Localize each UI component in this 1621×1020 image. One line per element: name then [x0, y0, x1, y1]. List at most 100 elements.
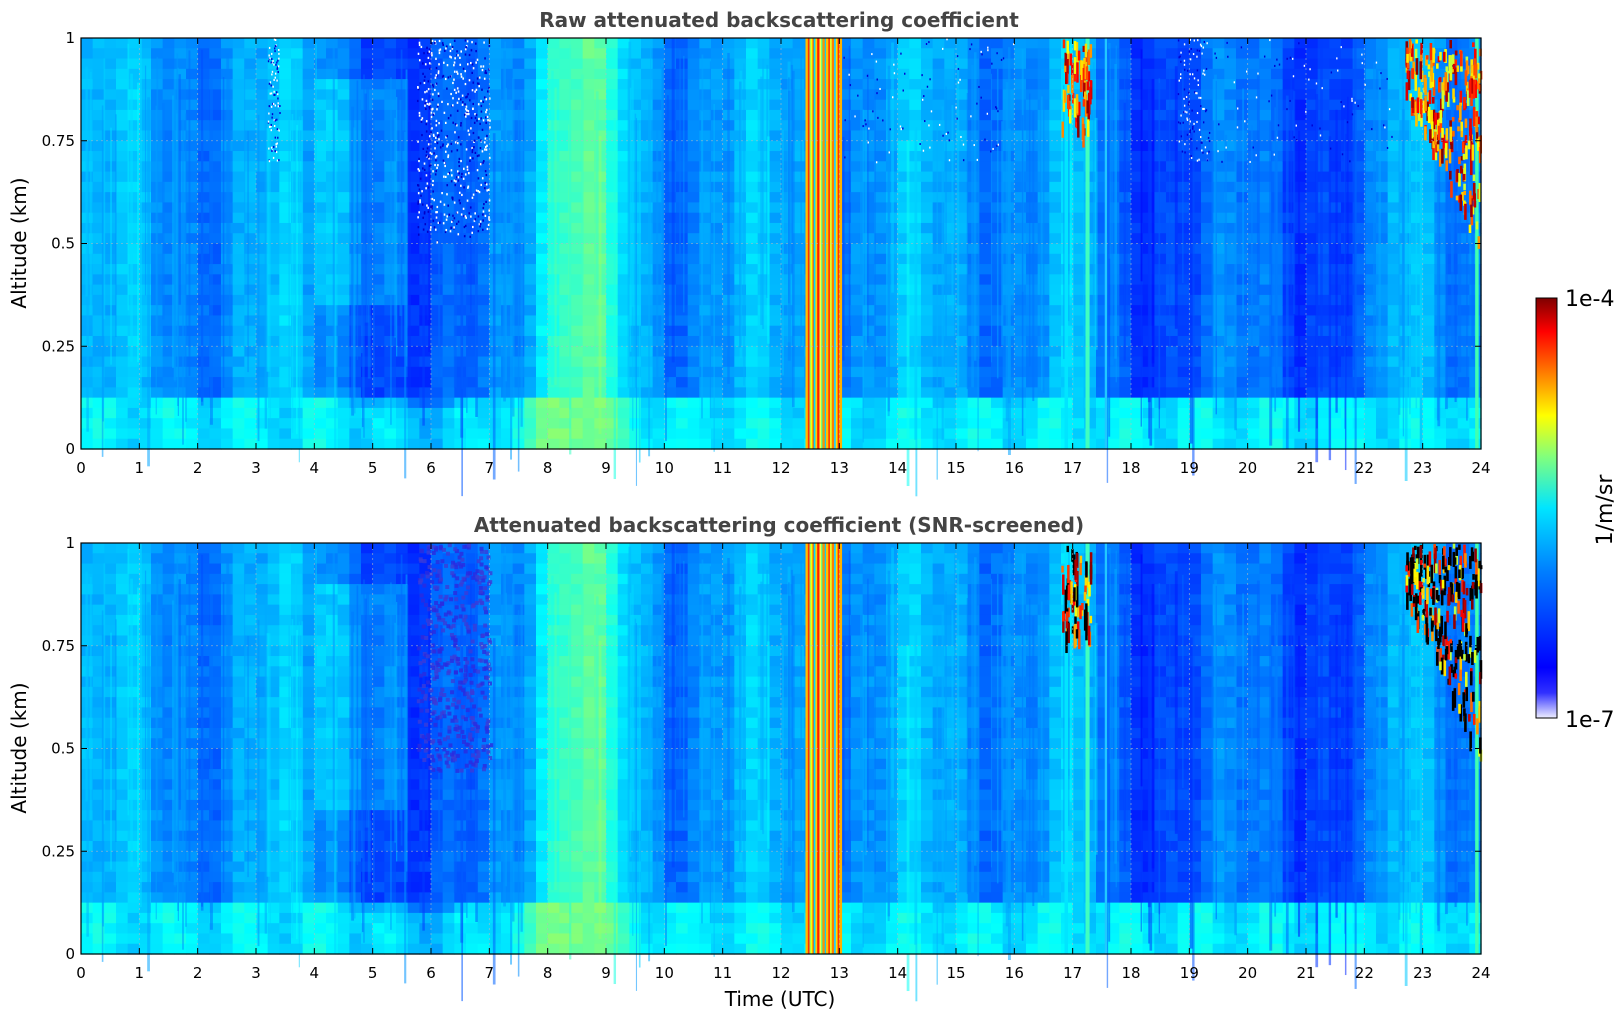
heatmap-cell	[197, 58, 210, 70]
heatmap-cell	[862, 315, 875, 327]
heatmap-cell	[746, 161, 759, 173]
heatmap-cell	[221, 274, 234, 286]
heatmap-cell	[454, 438, 467, 450]
heatmap-cell	[641, 284, 654, 296]
heatmap-cell	[1014, 366, 1027, 378]
heatmap-cell	[1317, 202, 1330, 214]
heatmap-cell	[524, 397, 537, 409]
heatmap-cell	[944, 335, 957, 347]
heatmap-cell	[267, 212, 280, 224]
heatmap-cell	[1434, 377, 1447, 388]
heatmap-cell	[442, 99, 455, 111]
heatmap-cell	[1177, 140, 1190, 152]
heatmap-cell	[874, 130, 887, 142]
heatmap-cell	[979, 407, 992, 419]
heatmap-cell	[197, 335, 210, 347]
heatmap-cell	[372, 284, 385, 296]
heatmap-cell	[197, 192, 210, 204]
heatmap-cell	[652, 356, 665, 368]
heatmap-cell	[886, 325, 899, 337]
heatmap-cell	[1212, 109, 1225, 121]
heatmap-cell	[1107, 151, 1120, 162]
heatmap-streak	[760, 76, 763, 326]
heatmap-cell	[314, 38, 327, 49]
heatmap-cell	[1317, 120, 1330, 132]
heatmap-cell	[1376, 233, 1389, 245]
heatmap-cell	[1236, 418, 1249, 430]
heatmap-cell	[1236, 294, 1249, 306]
heatmap-cell	[1411, 284, 1424, 296]
heatmap-cell	[431, 233, 444, 245]
heatmap-cell	[932, 356, 945, 368]
heatmap-cell	[991, 438, 1004, 450]
heatmap-cell	[1352, 284, 1365, 296]
heatmap-cell	[1446, 366, 1459, 378]
heatmap-cell	[197, 253, 210, 265]
heatmap-streak	[1344, 133, 1347, 471]
heatmap-cell	[547, 253, 560, 265]
heatmap-cell	[1096, 377, 1109, 388]
heatmap-cell	[1329, 79, 1342, 90]
heatmap-cell	[687, 222, 700, 234]
heatmap-cell	[1317, 274, 1330, 286]
heatmap-cell	[746, 151, 759, 162]
heatmap-cell	[1107, 68, 1120, 80]
heatmap-cell	[326, 253, 339, 265]
heatmap-cell	[1247, 233, 1260, 245]
heatmap-cell	[1364, 109, 1377, 121]
heatmap-cell	[1154, 202, 1167, 214]
heatmap-cell	[116, 233, 129, 245]
heatmap-cell	[1224, 233, 1237, 245]
heatmap-cell	[781, 212, 794, 224]
heatmap-cell	[711, 38, 724, 49]
heatmap-cell	[1224, 335, 1237, 347]
heatmap-cell	[1317, 99, 1330, 111]
heatmap-cell	[1189, 58, 1202, 70]
heatmap-cell	[466, 151, 479, 162]
heatmap-cell	[606, 233, 619, 245]
heatmap-cell	[652, 428, 665, 440]
heatmap-cell	[466, 161, 479, 173]
heatmap-cell	[874, 99, 887, 111]
heatmap-cell	[419, 38, 432, 49]
heatmap-cell	[174, 418, 187, 430]
heatmap-cell	[127, 284, 140, 296]
heatmap-cell	[337, 418, 350, 430]
heatmap-cell	[536, 99, 549, 111]
heatmap-cell	[617, 120, 630, 132]
heatmap-cell	[314, 418, 327, 430]
heatmap-cell	[1306, 212, 1319, 224]
heatmap-cell	[174, 315, 187, 327]
heatmap-cell	[221, 428, 234, 440]
heatmap-cell	[477, 253, 490, 265]
heatmap-cell	[524, 48, 537, 60]
heatmap-cell	[1014, 212, 1027, 224]
heatmap-cell	[232, 243, 245, 255]
heatmap-cell	[571, 264, 584, 275]
heatmap-cell	[1411, 202, 1424, 214]
heatmap-cell	[1084, 243, 1097, 255]
heatmap-cell	[641, 243, 654, 255]
heatmap-cell	[1259, 366, 1272, 378]
heatmap-cell	[687, 38, 700, 49]
heatmap-cell	[944, 377, 957, 388]
heatmap-cell	[372, 346, 385, 358]
heatmap-cell	[711, 438, 724, 450]
heatmap-cell	[1212, 253, 1225, 265]
heatmap-cell	[1201, 377, 1214, 388]
heatmap-cell	[979, 192, 992, 204]
heatmap-cell	[337, 79, 350, 90]
heatmap-cell	[1236, 192, 1249, 204]
heatmap-cell	[1177, 202, 1190, 214]
heatmap-cell	[1294, 315, 1307, 327]
heatmap-cell	[921, 438, 934, 450]
heatmap-cell	[1387, 377, 1400, 388]
heatmap-cell	[851, 130, 864, 142]
heatmap-cell	[372, 438, 385, 450]
heatmap-cell	[664, 120, 677, 132]
heatmap-cell	[279, 38, 292, 49]
heatmap-cell	[174, 366, 187, 378]
heatmap-cell	[501, 140, 514, 152]
heatmap-cell	[1026, 48, 1039, 60]
heatmap-cell	[512, 68, 525, 80]
